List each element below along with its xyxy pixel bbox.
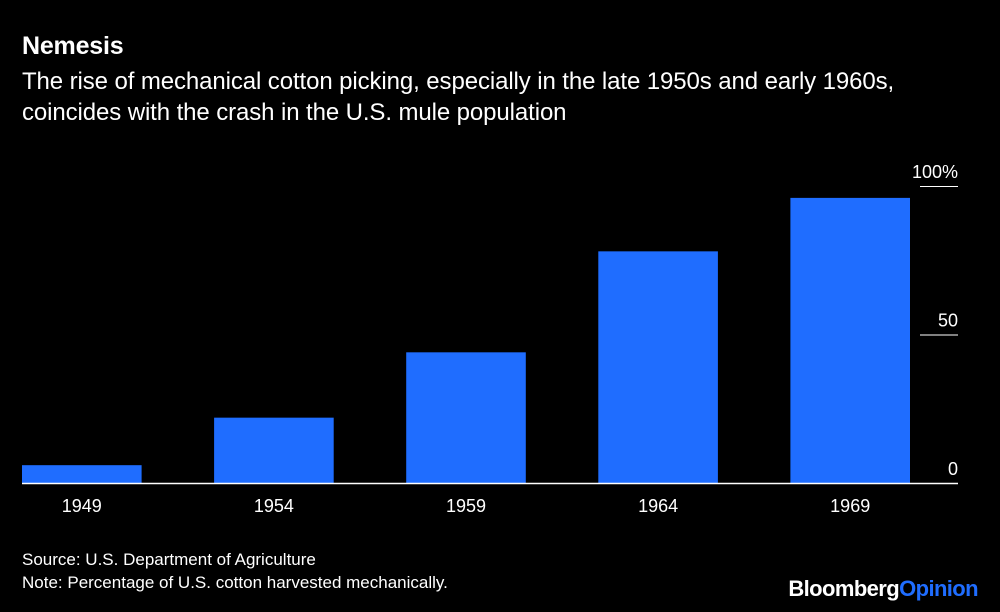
bar-1964	[598, 251, 718, 483]
x-axis: 1949 1954 1959 1964 1969	[22, 482, 958, 516]
brand-logo-opinion: Opinion	[899, 576, 979, 601]
chart-subtitle: The rise of mechanical cotton picking, e…	[22, 68, 895, 126]
y-tick-label: 100%	[912, 162, 958, 182]
x-tick-label: 1959	[446, 496, 486, 516]
x-tick-label: 1954	[254, 496, 294, 516]
x-tick-label: 1949	[62, 496, 102, 516]
bars-group	[22, 197, 910, 483]
bar-1954	[214, 417, 334, 483]
y-tick-label: 0	[948, 459, 958, 479]
definition-note: Note: Percentage of U.S. cotton harveste…	[22, 573, 448, 592]
bar-1949	[22, 465, 142, 483]
chart-title: Nemesis	[22, 32, 124, 60]
x-tick-label: 1964	[638, 496, 678, 516]
x-tick-label: 1969	[830, 496, 870, 516]
y-axis: 0 50 100%	[912, 162, 958, 479]
brand-logo: BloombergOpinion	[788, 576, 978, 602]
brand-logo-bloomberg: Bloomberg	[788, 576, 900, 601]
bar-1969	[790, 197, 910, 483]
y-tick-label: 50	[938, 311, 958, 331]
chart-footer: Source: U.S. Department of Agriculture N…	[22, 548, 448, 594]
source-note: Source: U.S. Department of Agriculture	[22, 550, 316, 569]
bar-1959	[406, 352, 526, 483]
